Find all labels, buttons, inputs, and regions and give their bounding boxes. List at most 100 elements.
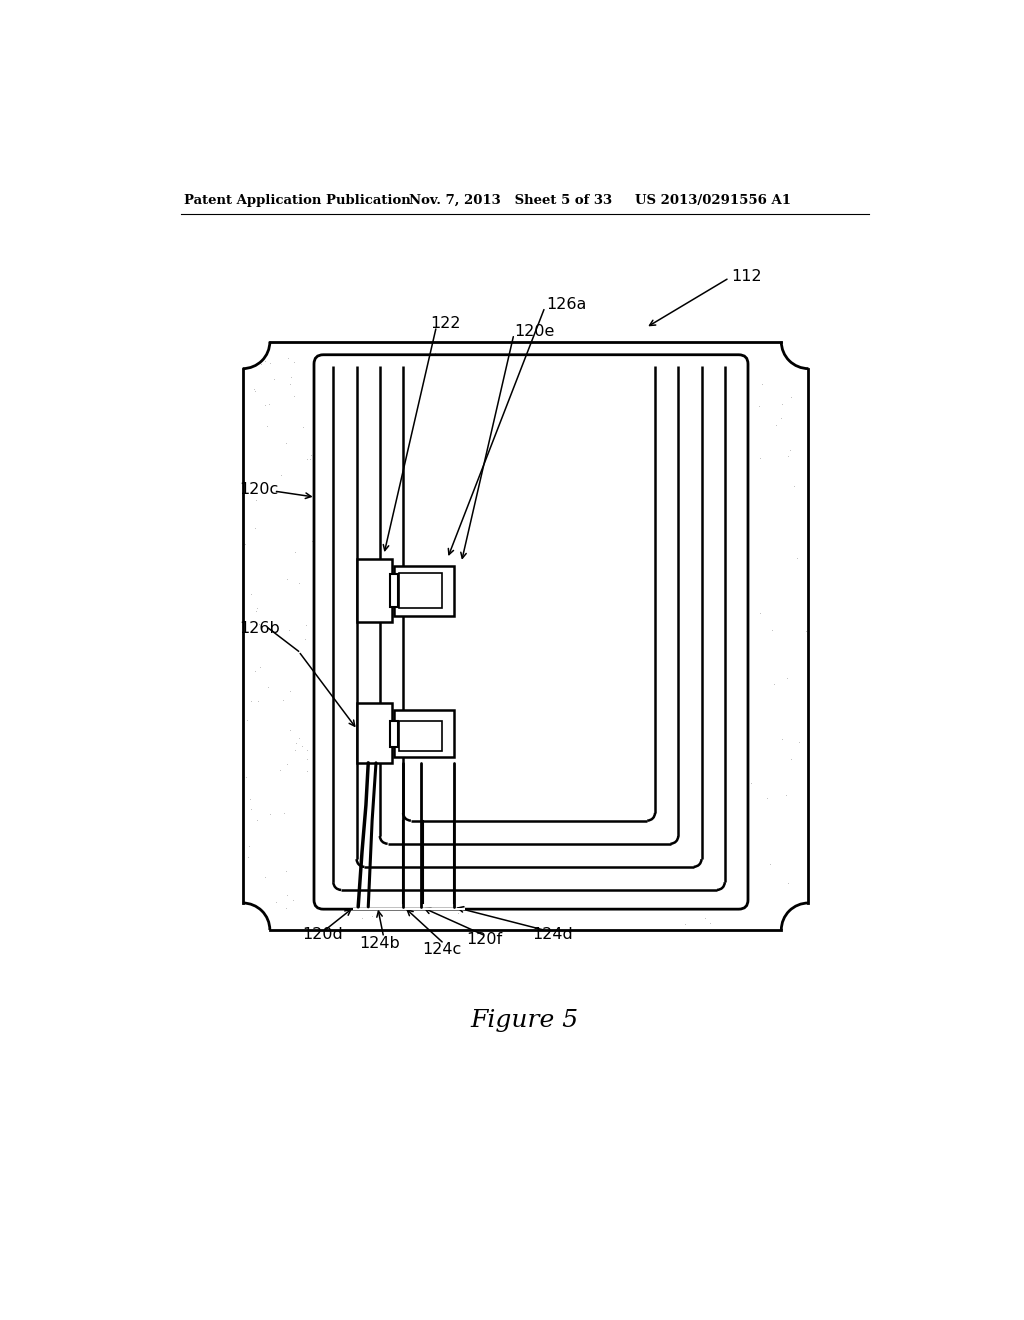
Point — [279, 568, 295, 589]
Point — [421, 535, 437, 556]
Point — [414, 603, 430, 624]
Point — [677, 913, 693, 935]
Point — [249, 598, 265, 619]
Point — [328, 358, 344, 379]
Point — [252, 656, 268, 677]
Point — [294, 735, 310, 756]
Text: 124c: 124c — [422, 942, 462, 957]
Point — [238, 767, 254, 788]
Point — [387, 590, 403, 611]
Point — [237, 533, 253, 554]
Bar — [390, 574, 397, 607]
Point — [430, 380, 446, 401]
Text: 120f: 120f — [467, 932, 503, 948]
Point — [408, 478, 424, 499]
Text: 124b: 124b — [359, 936, 400, 952]
Point — [247, 660, 263, 681]
Point — [310, 598, 327, 619]
Point — [778, 668, 795, 689]
Point — [298, 614, 314, 635]
Bar — [394, 566, 455, 615]
Point — [451, 902, 467, 923]
Point — [564, 383, 581, 404]
Point — [733, 809, 750, 830]
Wedge shape — [243, 903, 270, 929]
Point — [268, 891, 285, 912]
Point — [480, 399, 497, 420]
Point — [282, 719, 298, 741]
Bar — [243, 342, 809, 929]
Point — [482, 391, 499, 412]
Point — [253, 354, 269, 375]
Point — [243, 799, 259, 820]
Point — [336, 516, 352, 537]
Point — [702, 913, 719, 935]
Point — [285, 890, 301, 911]
Point — [242, 788, 258, 809]
Point — [447, 455, 464, 477]
Point — [780, 445, 797, 466]
Point — [729, 677, 745, 698]
Point — [314, 507, 331, 528]
Point — [437, 488, 454, 510]
Point — [416, 492, 432, 513]
Point — [476, 676, 493, 697]
Point — [327, 533, 343, 554]
Point — [431, 561, 447, 582]
Point — [751, 396, 767, 417]
Point — [413, 546, 429, 568]
Text: 120c: 120c — [239, 482, 279, 498]
Text: Patent Application Publication: Patent Application Publication — [183, 194, 411, 207]
Point — [456, 499, 472, 520]
Bar — [390, 721, 397, 747]
Point — [516, 362, 532, 383]
Point — [762, 854, 778, 875]
Point — [278, 861, 294, 882]
Point — [401, 656, 418, 677]
Point — [379, 531, 395, 552]
Point — [299, 739, 315, 760]
Point — [302, 449, 318, 470]
Point — [713, 355, 729, 376]
Point — [317, 599, 334, 620]
Point — [460, 350, 476, 371]
Point — [717, 372, 733, 393]
Point — [409, 351, 425, 372]
Bar — [356, 558, 391, 622]
Point — [278, 433, 294, 454]
Point — [446, 420, 463, 441]
Point — [499, 590, 515, 611]
Text: 120d: 120d — [302, 927, 343, 942]
Point — [250, 690, 266, 711]
Point — [396, 669, 413, 690]
Point — [243, 690, 259, 711]
Point — [472, 610, 488, 631]
Point — [731, 847, 748, 869]
Text: Figure 5: Figure 5 — [471, 1010, 579, 1032]
Point — [327, 405, 343, 426]
Point — [279, 754, 295, 775]
Point — [424, 352, 440, 374]
Point — [286, 385, 302, 407]
Point — [299, 748, 315, 770]
Point — [603, 380, 620, 401]
Point — [260, 676, 276, 697]
Point — [246, 379, 262, 400]
Point — [404, 652, 421, 673]
Text: Nov. 7, 2013   Sheet 5 of 33: Nov. 7, 2013 Sheet 5 of 33 — [409, 194, 611, 207]
Point — [426, 343, 442, 364]
Point — [249, 809, 265, 830]
Point — [322, 375, 338, 396]
Point — [259, 416, 275, 437]
Point — [768, 414, 784, 436]
FancyBboxPatch shape — [314, 355, 748, 909]
Point — [364, 906, 380, 927]
Point — [299, 760, 315, 781]
Point — [261, 803, 278, 824]
Point — [237, 359, 253, 380]
Text: 112: 112 — [731, 269, 762, 284]
Bar — [394, 710, 455, 756]
Point — [430, 594, 446, 615]
Point — [411, 438, 427, 459]
Point — [282, 374, 298, 395]
